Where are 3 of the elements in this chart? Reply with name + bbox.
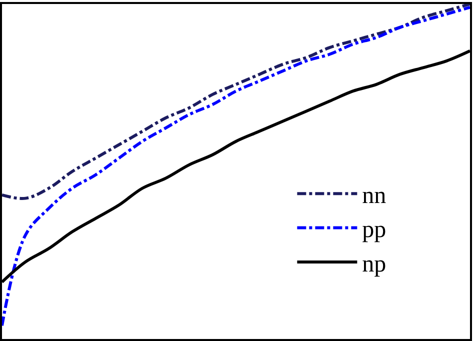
legend-label: pp [362,217,386,244]
legend-label: np [362,251,386,278]
legend-label: nn [362,182,386,209]
